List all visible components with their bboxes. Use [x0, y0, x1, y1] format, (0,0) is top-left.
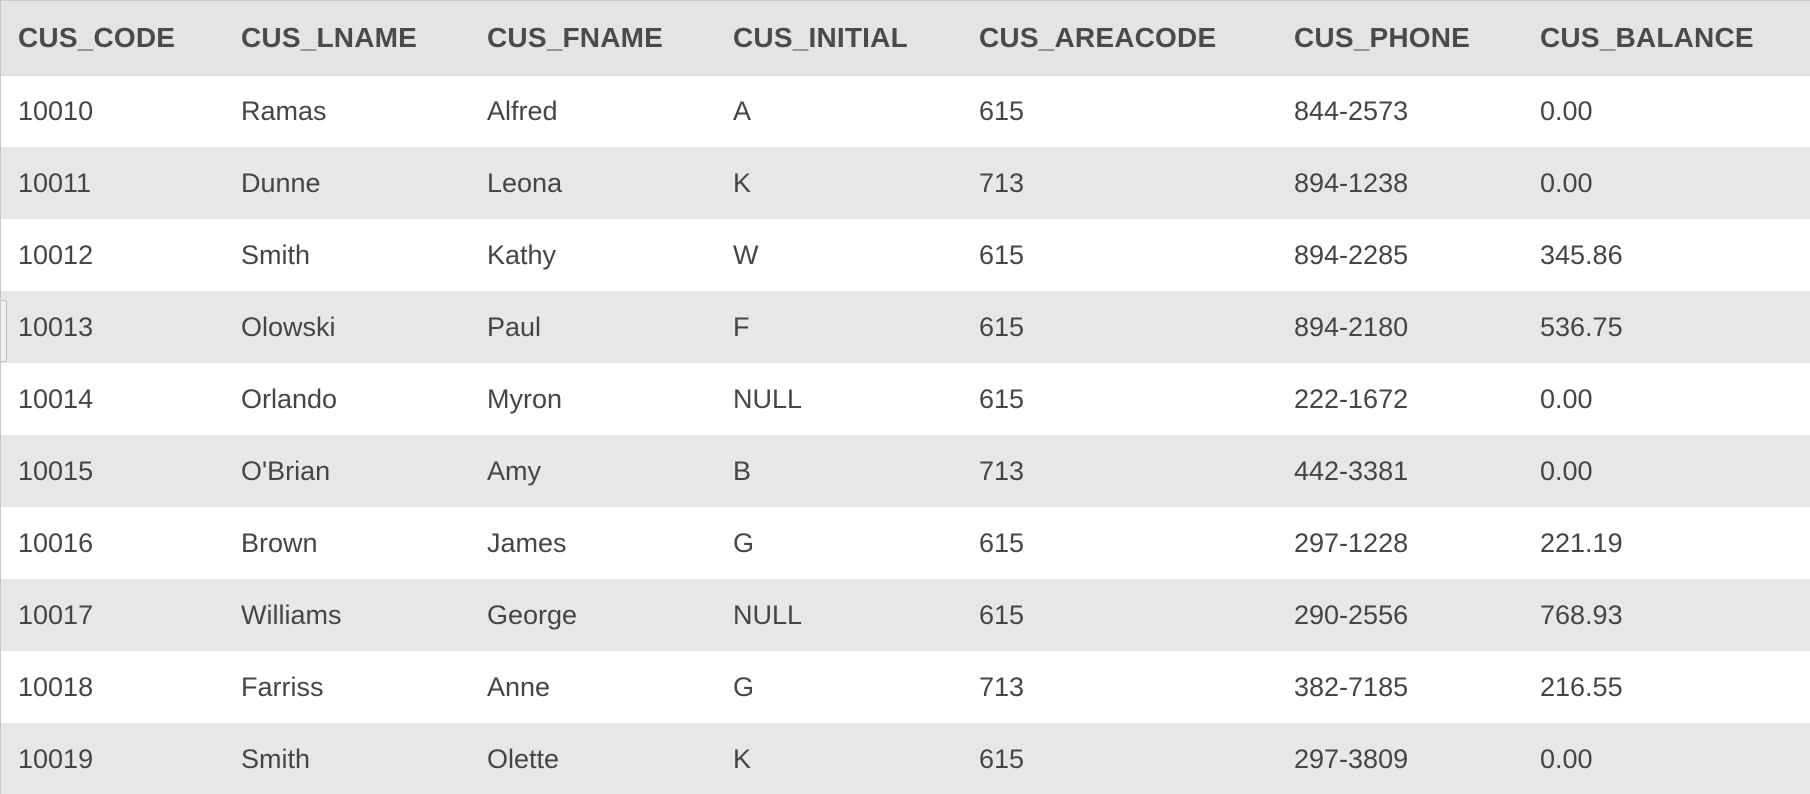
cell-cus-lname[interactable]: Smith [224, 219, 470, 291]
cell-cus-areacode[interactable]: 615 [962, 363, 1277, 435]
cell-cus-balance[interactable]: 0.00 [1523, 435, 1810, 507]
cell-cus-balance[interactable]: 345.86 [1523, 219, 1810, 291]
cell-cus-balance[interactable]: 0.00 [1523, 723, 1810, 794]
cell-cus-initial[interactable]: F [716, 291, 962, 363]
cell-cus-code[interactable]: 10019 [1, 723, 224, 794]
cell-cus-initial[interactable]: K [716, 147, 962, 219]
cell-cus-fname[interactable]: Paul [470, 291, 716, 363]
cell-cus-fname[interactable]: Myron [470, 363, 716, 435]
cell-cus-areacode[interactable]: 713 [962, 435, 1277, 507]
cell-cus-code[interactable]: 10016 [1, 507, 224, 579]
cell-cus-areacode[interactable]: 615 [962, 723, 1277, 794]
cell-cus-initial[interactable]: W [716, 219, 962, 291]
cell-cus-phone[interactable]: 297-3809 [1277, 723, 1523, 794]
cell-cus-phone[interactable]: 297-1228 [1277, 507, 1523, 579]
cell-cus-initial[interactable]: NULL [716, 363, 962, 435]
cell-cus-initial[interactable]: G [716, 507, 962, 579]
cell-cus-initial[interactable]: A [716, 75, 962, 147]
cell-cus-phone[interactable]: 894-1238 [1277, 147, 1523, 219]
cell-cus-balance[interactable]: 221.19 [1523, 507, 1810, 579]
cell-cus-balance[interactable]: 0.00 [1523, 363, 1810, 435]
resize-handle[interactable] [1, 300, 7, 362]
cell-cus-areacode[interactable]: 615 [962, 75, 1277, 147]
cell-cus-balance[interactable]: 0.00 [1523, 147, 1810, 219]
cell-cus-lname[interactable]: Brown [224, 507, 470, 579]
table-row[interactable]: 10017 Williams George NULL 615 290-2556 … [1, 579, 1810, 651]
cell-cus-areacode[interactable]: 713 [962, 147, 1277, 219]
cell-cus-code[interactable]: 10013 [1, 291, 224, 363]
column-header-cus-phone[interactable]: CUS_PHONE [1277, 1, 1523, 76]
cell-cus-code[interactable]: 10017 [1, 579, 224, 651]
cell-cus-areacode[interactable]: 713 [962, 651, 1277, 723]
cell-cus-code[interactable]: 10015 [1, 435, 224, 507]
cell-cus-lname[interactable]: Olowski [224, 291, 470, 363]
cell-cus-phone[interactable]: 222-1672 [1277, 363, 1523, 435]
cell-cus-initial[interactable]: NULL [716, 579, 962, 651]
cell-cus-fname[interactable]: Leona [470, 147, 716, 219]
cell-cus-balance[interactable]: 768.93 [1523, 579, 1810, 651]
column-header-cus-balance[interactable]: CUS_BALANCE [1523, 1, 1810, 76]
cell-cus-code[interactable]: 10010 [1, 75, 224, 147]
cell-cus-phone[interactable]: 894-2285 [1277, 219, 1523, 291]
cell-cus-phone[interactable]: 894-2180 [1277, 291, 1523, 363]
column-header-cus-initial[interactable]: CUS_INITIAL [716, 1, 962, 76]
column-header-cus-code[interactable]: CUS_CODE [1, 1, 224, 76]
cell-cus-initial[interactable]: G [716, 651, 962, 723]
cell-cus-balance[interactable]: 216.55 [1523, 651, 1810, 723]
column-header-cus-areacode[interactable]: CUS_AREACODE [962, 1, 1277, 76]
table-row[interactable]: 10019 Smith Olette K 615 297-3809 0.00 [1, 723, 1810, 794]
cell-cus-initial[interactable]: K [716, 723, 962, 794]
cell-cus-phone[interactable]: 844-2573 [1277, 75, 1523, 147]
table-row[interactable]: 10015 O'Brian Amy B 713 442-3381 0.00 [1, 435, 1810, 507]
cell-cus-fname[interactable]: Olette [470, 723, 716, 794]
cell-cus-phone[interactable]: 382-7185 [1277, 651, 1523, 723]
table-row[interactable]: 10010 Ramas Alfred A 615 844-2573 0.00 [1, 75, 1810, 147]
table-row[interactable]: 10013 Olowski Paul F 615 894-2180 536.75 [1, 291, 1810, 363]
cell-cus-lname[interactable]: O'Brian [224, 435, 470, 507]
table-row[interactable]: 10014 Orlando Myron NULL 615 222-1672 0.… [1, 363, 1810, 435]
cell-cus-balance[interactable]: 536.75 [1523, 291, 1810, 363]
cell-cus-initial[interactable]: B [716, 435, 962, 507]
cell-cus-phone[interactable]: 290-2556 [1277, 579, 1523, 651]
cell-cus-areacode[interactable]: 615 [962, 579, 1277, 651]
cell-cus-areacode[interactable]: 615 [962, 219, 1277, 291]
cell-cus-lname[interactable]: Orlando [224, 363, 470, 435]
cell-cus-lname[interactable]: Farriss [224, 651, 470, 723]
cell-cus-phone[interactable]: 442-3381 [1277, 435, 1523, 507]
table-row[interactable]: 10012 Smith Kathy W 615 894-2285 345.86 [1, 219, 1810, 291]
cell-cus-code[interactable]: 10011 [1, 147, 224, 219]
cell-cus-fname[interactable]: Anne [470, 651, 716, 723]
cell-cus-areacode[interactable]: 615 [962, 507, 1277, 579]
cell-cus-fname[interactable]: James [470, 507, 716, 579]
cell-cus-balance[interactable]: 0.00 [1523, 75, 1810, 147]
cell-cus-areacode[interactable]: 615 [962, 291, 1277, 363]
cell-cus-fname[interactable]: George [470, 579, 716, 651]
cell-cus-code[interactable]: 10018 [1, 651, 224, 723]
column-header-cus-fname[interactable]: CUS_FNAME [470, 1, 716, 76]
cell-cus-fname[interactable]: Amy [470, 435, 716, 507]
header-row: CUS_CODE CUS_LNAME CUS_FNAME CUS_INITIAL… [1, 1, 1810, 76]
cell-cus-fname[interactable]: Alfred [470, 75, 716, 147]
table-row[interactable]: 10016 Brown James G 615 297-1228 221.19 [1, 507, 1810, 579]
cell-cus-code[interactable]: 10014 [1, 363, 224, 435]
table-row[interactable]: 10018 Farriss Anne G 713 382-7185 216.55 [1, 651, 1810, 723]
cell-cus-lname[interactable]: Dunne [224, 147, 470, 219]
cell-cus-code[interactable]: 10012 [1, 219, 224, 291]
cell-cus-lname[interactable]: Williams [224, 579, 470, 651]
cell-cus-lname[interactable]: Ramas [224, 75, 470, 147]
cell-cus-lname[interactable]: Smith [224, 723, 470, 794]
column-header-cus-lname[interactable]: CUS_LNAME [224, 1, 470, 76]
cell-cus-fname[interactable]: Kathy [470, 219, 716, 291]
table-row[interactable]: 10011 Dunne Leona K 713 894-1238 0.00 [1, 147, 1810, 219]
